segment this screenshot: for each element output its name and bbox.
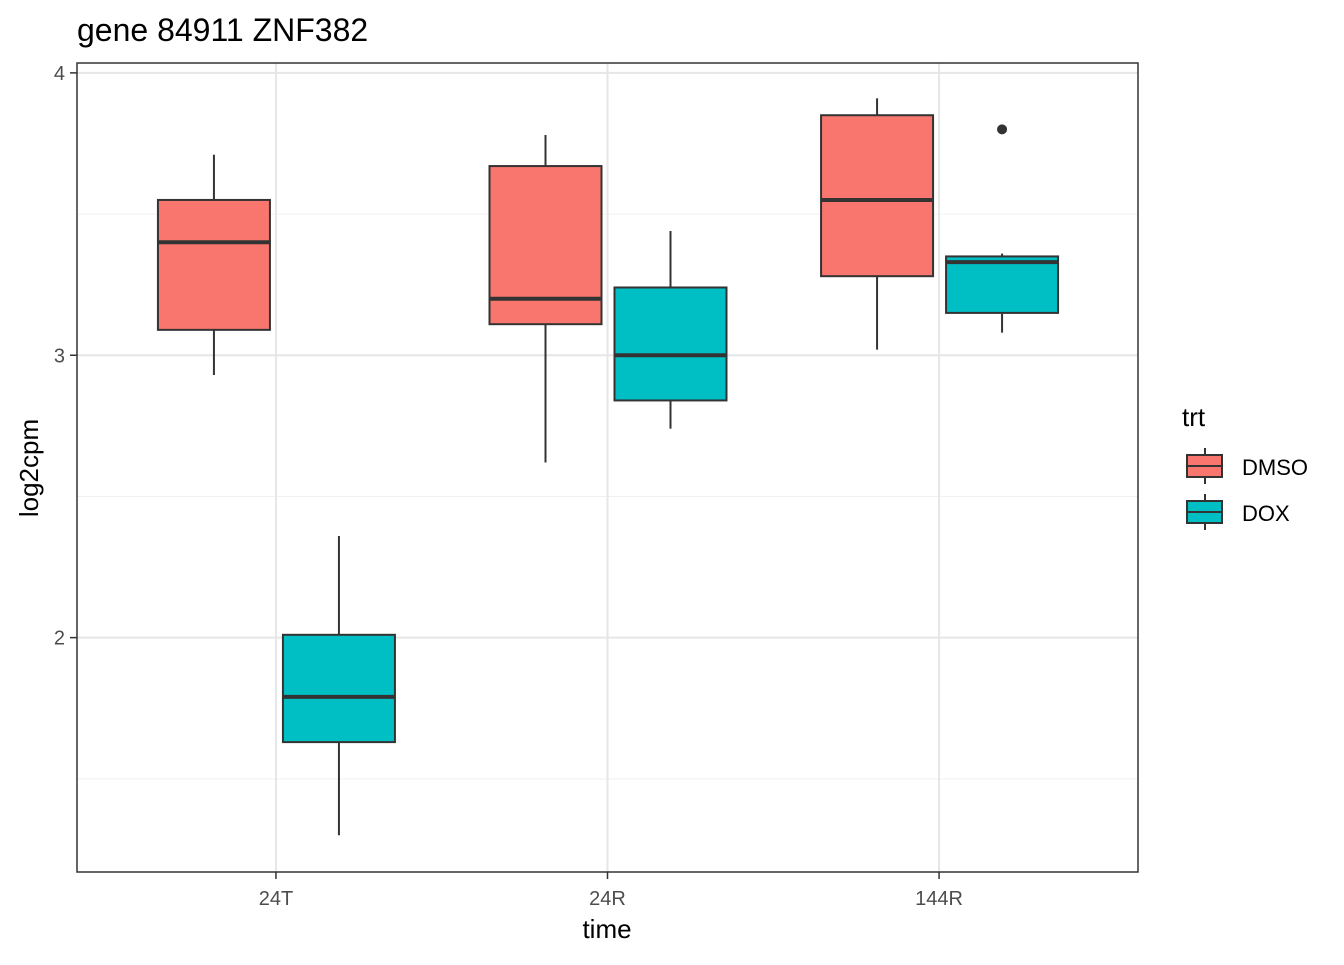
box-dmso-144r (820, 98, 935, 350)
y-tick-label: 3 (54, 345, 65, 367)
axes: 2 3 4 24T 24R 144R (54, 63, 963, 910)
box-dmso-24r (488, 135, 603, 463)
x-tick-label: 144R (915, 888, 963, 910)
legend-item-dox: DOX (1186, 494, 1290, 530)
legend: trt DMSO DOX (1182, 402, 1308, 530)
y-tick-label: 4 (54, 63, 65, 85)
box-dox-144r (945, 124, 1060, 333)
outlier-point (997, 124, 1008, 135)
legend-item-dmso: DMSO (1186, 448, 1308, 484)
grid (77, 63, 1138, 872)
chart-title: gene 84911 ZNF382 (77, 12, 368, 48)
y-tick-label: 2 (54, 628, 65, 650)
box-dox-24r (613, 231, 728, 429)
y-axis-label: log2cpm (14, 419, 44, 517)
box (945, 255, 1060, 314)
box-dox-24t (281, 535, 396, 836)
x-axis-label: time (582, 914, 631, 944)
box (613, 286, 728, 402)
x-tick-label: 24T (259, 888, 293, 910)
legend-label: DOX (1242, 501, 1290, 526)
x-tick-label: 24R (589, 888, 626, 910)
legend-title: trt (1182, 402, 1206, 432)
box (820, 114, 935, 278)
box (156, 198, 271, 331)
box (281, 633, 396, 744)
legend-label: DMSO (1242, 455, 1308, 480)
boxes (156, 98, 1060, 836)
box-dmso-24t (156, 154, 271, 376)
